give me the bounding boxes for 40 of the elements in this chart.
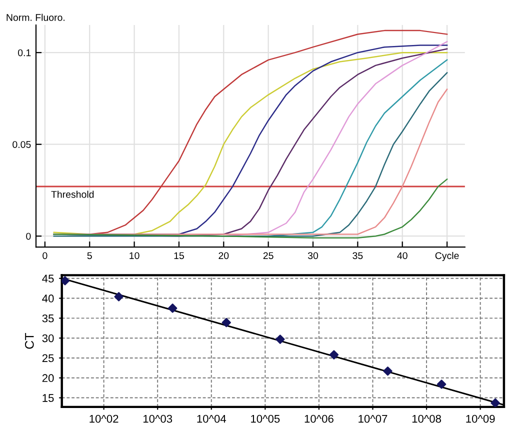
x-tick-label: 10^08 [412, 414, 442, 423]
y-tick-label: 20 [42, 374, 54, 382]
y-tick-label: 0 [26, 232, 31, 240]
x-tick-label: 25 [263, 252, 274, 260]
x-tick-label: 5 [87, 252, 92, 260]
x-tick-label: 10^09 [466, 414, 495, 423]
point [329, 350, 339, 360]
point [168, 304, 178, 313]
point [276, 334, 285, 344]
y-tick-label: 15 [42, 394, 54, 402]
y-axis-title: Norm. Fluoro. [6, 14, 65, 21]
y-tick-label: 0.1 [18, 49, 31, 56]
y-tick-label: 25 [42, 354, 54, 362]
ref-line-label: Threshold [51, 190, 94, 198]
y-axis-title: CT [24, 333, 34, 349]
x-tick-label: 30 [308, 252, 318, 260]
point [383, 366, 392, 376]
point [114, 292, 124, 302]
point [222, 318, 231, 328]
y-tick-label: 45 [42, 274, 54, 283]
x-tick-label: 10^04 [197, 414, 226, 423]
y-tick-label: 40 [42, 294, 54, 302]
point [62, 276, 70, 286]
y-tick-label: 30 [42, 334, 54, 342]
x-tick-label: 10 [130, 252, 140, 260]
y-tick-label: 35 [42, 314, 54, 322]
x-tick-label: 40 [397, 252, 408, 260]
x-tick-label: 10^07 [358, 414, 388, 423]
line-series [53, 178, 448, 239]
x-tick-label: 15 [174, 252, 184, 260]
x-tick-label: 10^05 [251, 414, 280, 423]
x-tick-label: 10^03 [143, 414, 172, 423]
point [436, 380, 446, 389]
x-tick-label: 10^02 [90, 414, 118, 423]
x-tick-label: 20 [218, 252, 229, 260]
x-tick-label: 10^06 [304, 414, 334, 423]
x-tick-label: Cycle [435, 252, 459, 262]
point [490, 398, 500, 407]
y-tick-label: 0.05 [12, 141, 31, 148]
x-tick-label: 35 [352, 252, 363, 260]
